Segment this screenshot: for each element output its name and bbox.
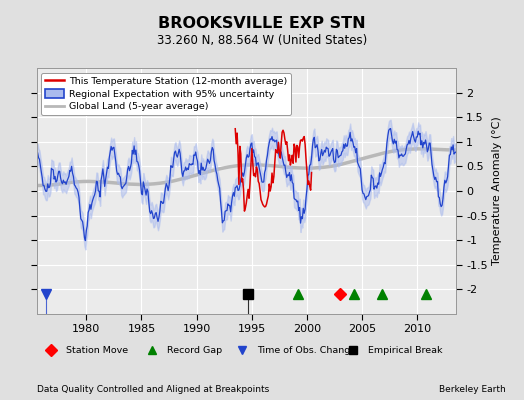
Text: Station Move: Station Move	[66, 346, 128, 355]
Text: Data Quality Controlled and Aligned at Breakpoints: Data Quality Controlled and Aligned at B…	[37, 385, 269, 394]
Text: Empirical Break: Empirical Break	[368, 346, 442, 355]
Text: Record Gap: Record Gap	[167, 346, 222, 355]
Text: Berkeley Earth: Berkeley Earth	[439, 385, 506, 394]
Y-axis label: Temperature Anomaly (°C): Temperature Anomaly (°C)	[492, 117, 502, 265]
Text: 33.260 N, 88.564 W (United States): 33.260 N, 88.564 W (United States)	[157, 34, 367, 47]
Legend: This Temperature Station (12-month average), Regional Expectation with 95% uncer: This Temperature Station (12-month avera…	[41, 73, 291, 115]
Text: Time of Obs. Change: Time of Obs. Change	[257, 346, 356, 355]
Text: BROOKSVILLE EXP STN: BROOKSVILLE EXP STN	[158, 16, 366, 31]
